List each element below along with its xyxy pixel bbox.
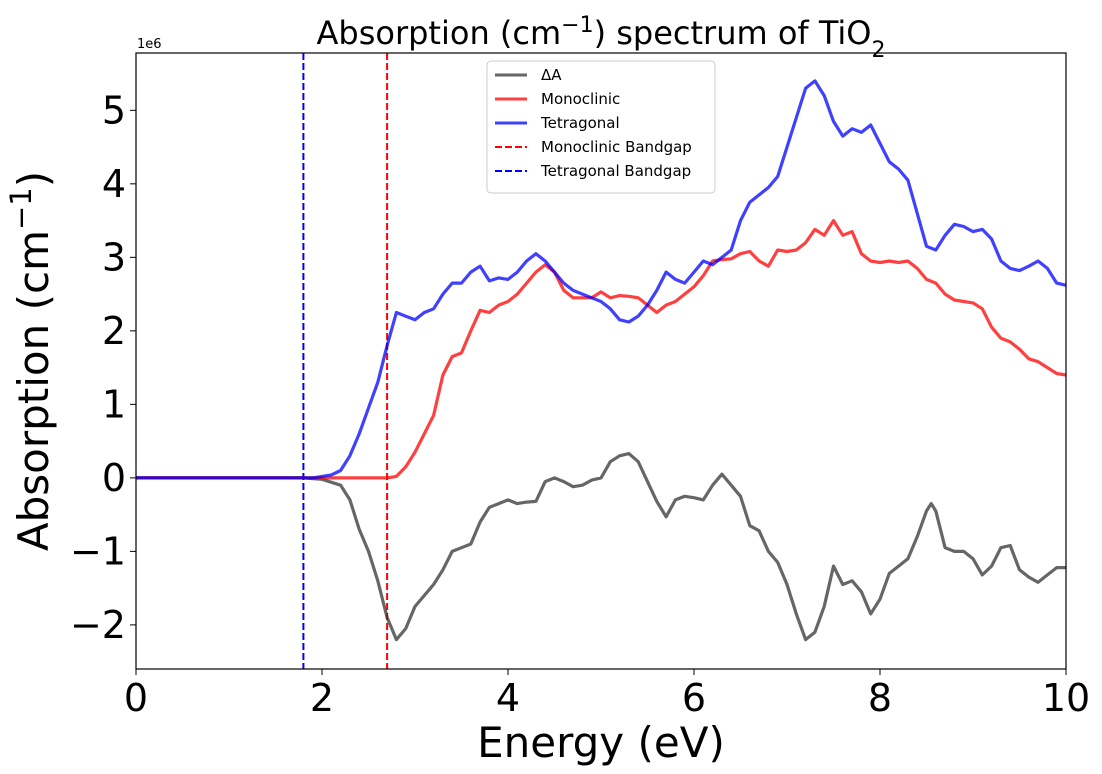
x-tick-label: 10: [1042, 676, 1090, 720]
y-tick-label: 1: [102, 382, 126, 426]
y-axis: −2 −1 0 1 2 3 4 5: [70, 88, 136, 647]
y-tick-label: −1: [70, 529, 126, 573]
y-tick-label: −2: [70, 603, 126, 647]
legend-label: ΔA: [541, 66, 562, 84]
x-tick-label: 8: [868, 676, 892, 720]
x-tick-label: 4: [496, 676, 520, 720]
x-tick-label: 2: [310, 676, 334, 720]
y-tick-label: 3: [102, 235, 126, 279]
series-line-tetragonal: [136, 79, 1066, 480]
legend: ΔA Monoclinic Tetragonal Monoclinic Bandgap…: [486, 60, 716, 194]
x-axis: 0 2 4 6 8 10: [124, 669, 1090, 720]
y-tick-label: 4: [102, 162, 126, 206]
y-axis-offset-label: 1e6: [137, 37, 162, 52]
y-tick-label: 5: [102, 88, 126, 132]
legend-label: Monoclinic: [541, 90, 620, 108]
legend-label: Tetragonal Bandgap: [540, 162, 691, 180]
y-tick-label: 0: [102, 456, 126, 500]
x-tick-label: 0: [124, 676, 148, 720]
series-line-delta-a: [136, 452, 1066, 642]
y-axis-label: Absorption (cm−1): [4, 171, 58, 551]
series-layer: [136, 53, 1066, 669]
x-tick-label: 6: [682, 676, 706, 720]
plot-frame: [135, 52, 1067, 670]
plot-area: [135, 52, 1067, 670]
legend-label: Tetragonal: [540, 114, 620, 132]
y-tick-label: 2: [102, 309, 126, 353]
legend-box: [486, 60, 716, 194]
chart-title: Absorption (cm−1) spectrum of TiO2: [317, 13, 886, 63]
x-axis-label: Energy (eV): [477, 718, 725, 767]
legend-label: Monoclinic Bandgap: [541, 138, 692, 156]
series-line-monoclinic: [136, 219, 1066, 480]
